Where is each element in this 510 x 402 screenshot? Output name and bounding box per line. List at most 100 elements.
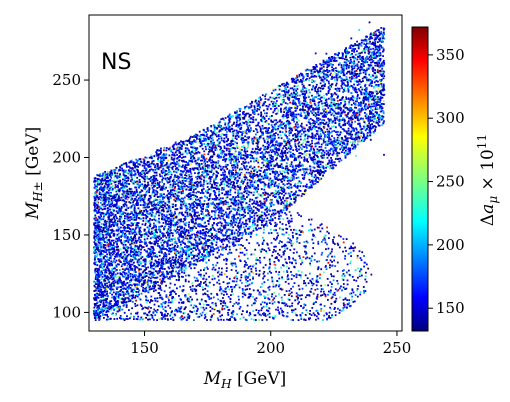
scatter-point	[371, 119, 373, 122]
scatter-point	[168, 200, 171, 203]
scatter-point	[289, 155, 292, 158]
scatter-point	[343, 64, 345, 66]
scatter-point	[114, 203, 116, 206]
scatter-point	[103, 215, 105, 218]
scatter-point	[166, 194, 169, 197]
scatter-point	[201, 189, 203, 191]
scatter-point	[270, 201, 273, 204]
scatter-point	[244, 211, 247, 214]
scatter-point	[318, 75, 321, 77]
scatter-point	[284, 92, 287, 94]
scatter-point	[145, 186, 148, 189]
scatter-point	[113, 199, 116, 202]
scatter-point	[352, 111, 354, 114]
scatter-point	[325, 101, 328, 103]
scatter-point	[167, 159, 169, 162]
scatter-point	[96, 306, 99, 309]
scatter-point	[274, 182, 277, 185]
scatter-point	[174, 237, 176, 240]
scatter-point	[272, 203, 275, 206]
scatter-point	[362, 71, 365, 74]
scatter-point	[174, 165, 177, 167]
scatter-point	[226, 168, 229, 170]
scatter-point	[144, 206, 146, 209]
scatter-point	[296, 133, 299, 136]
scatter-point	[242, 209, 245, 211]
scatter-point	[361, 128, 364, 130]
scatter-point	[248, 186, 251, 189]
scatter-point	[335, 103, 338, 105]
scatter-point	[118, 209, 121, 211]
scatter-point	[352, 147, 354, 150]
scatter-point	[354, 139, 357, 141]
scatter-point	[203, 153, 206, 156]
scatter-point	[169, 209, 172, 212]
scatter-point	[285, 130, 288, 133]
scatter-point	[275, 149, 278, 152]
scatter-point	[282, 170, 285, 172]
scatter-point	[220, 147, 222, 150]
scatter-point	[243, 188, 246, 191]
scatter-point	[100, 223, 103, 225]
scatter-point	[276, 164, 279, 167]
scatter-point	[382, 83, 385, 86]
scatter-point	[140, 292, 143, 295]
scatter-point	[200, 259, 202, 261]
scatter-point	[161, 209, 163, 212]
scatter-point	[124, 236, 126, 239]
scatter-point	[257, 138, 260, 140]
scatter-point	[165, 153, 168, 156]
scatter-point	[316, 170, 319, 173]
scatter-point	[345, 72, 348, 75]
scatter-point	[378, 31, 380, 34]
scatter-point	[114, 175, 117, 177]
scatter-point	[125, 256, 128, 259]
scatter-point	[184, 246, 186, 248]
scatter-point	[222, 156, 225, 159]
scatter-point	[220, 174, 223, 176]
scatter-point	[144, 259, 147, 261]
scatter-point	[274, 181, 277, 184]
scatter-point	[335, 70, 338, 72]
scatter-point	[99, 251, 102, 254]
scatter-point	[287, 111, 290, 114]
scatter-point	[247, 127, 250, 129]
scatter-point	[220, 118, 223, 121]
scatter-point	[374, 41, 377, 43]
scatter-point	[155, 231, 157, 233]
scatter-point	[218, 142, 221, 145]
scatter-point	[104, 237, 106, 240]
scatter-point	[115, 291, 118, 293]
scatter-point	[222, 226, 225, 228]
scatter-point	[367, 128, 370, 131]
scatter-point	[227, 122, 230, 125]
scatter-point	[183, 170, 185, 173]
scatter-point	[261, 161, 264, 164]
scatter-point	[270, 145, 273, 147]
scatter-point	[293, 168, 296, 171]
scatter-point	[242, 111, 244, 114]
scatter-point	[279, 134, 282, 137]
scatter-point	[123, 193, 126, 196]
scatter-point	[371, 105, 374, 108]
scatter-point	[291, 165, 294, 168]
scatter-point	[313, 162, 316, 165]
scatter-point	[306, 110, 309, 113]
scatter-point	[308, 118, 310, 121]
scatter-point	[254, 168, 257, 171]
scatter-point	[341, 144, 344, 147]
scatter-point	[336, 99, 339, 102]
scatter-point	[124, 217, 126, 220]
scatter-point	[264, 214, 267, 217]
scatter-point	[207, 253, 209, 256]
scatter-point	[205, 214, 208, 217]
scatter-point	[152, 247, 155, 250]
scatter-point	[370, 85, 373, 87]
scatter-point	[132, 243, 135, 245]
scatter-point	[298, 152, 301, 155]
scatter-point	[107, 192, 110, 194]
scatter-point	[182, 220, 185, 223]
scatter-point	[192, 155, 195, 157]
scatter-point	[336, 133, 339, 136]
scatter-point	[256, 228, 258, 231]
